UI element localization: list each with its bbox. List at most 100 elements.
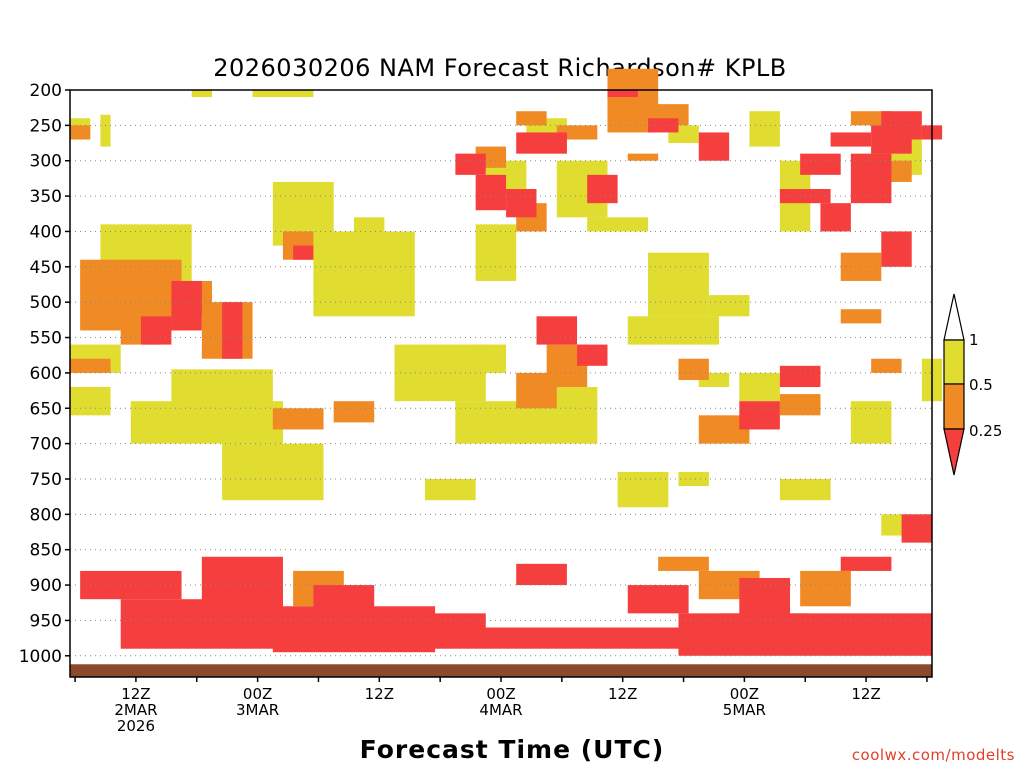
- ytick-label-950: 950: [30, 611, 62, 631]
- ytick-label-350: 350: [30, 187, 62, 207]
- cell-0.5-1: [749, 111, 780, 147]
- cell-below_0.25: [293, 245, 314, 260]
- cell-0.5-1: [779, 478, 831, 501]
- cell-0.5-1: [475, 224, 517, 281]
- xtick-label: 4MAR: [479, 701, 522, 719]
- cell-below_0.25: [678, 613, 932, 656]
- cell-0.5-1: [475, 344, 507, 373]
- chart-title: 2026030206 NAM Forecast Richardson# KPLB: [213, 54, 787, 82]
- cell-below_0.25: [698, 132, 730, 161]
- cell-0.5-1: [850, 401, 892, 444]
- ytick-label-750: 750: [30, 470, 62, 490]
- colorbar-top-triangle: [943, 293, 965, 341]
- cell-0.25-0.5: [779, 394, 821, 416]
- cell-0.5-1: [455, 401, 527, 444]
- xtick-label: 12Z: [608, 685, 637, 703]
- cell-0.25-0.5: [70, 358, 111, 373]
- cell-0.25-0.5: [840, 309, 882, 324]
- cell-below_0.25: [627, 585, 689, 614]
- cell-below_0.25: [850, 153, 892, 204]
- colorbar-label-1: 1: [969, 331, 979, 349]
- pressure-axis: 200 250 300 350 400 450 500 550 600 650 700 750 800 8…: [19, 81, 70, 667]
- cell-below_0.25: [901, 514, 932, 543]
- xtick-label: 12Z: [121, 685, 150, 703]
- cell-below_0.25: [648, 118, 679, 133]
- xtick-label: 3MAR: [236, 701, 279, 719]
- cell-below_0.25: [516, 563, 567, 586]
- ytick-label-850: 850: [30, 541, 62, 561]
- xtick-label: 00Z: [730, 685, 759, 703]
- cell-0.5-1: [424, 478, 476, 501]
- ytick-label-300: 300: [30, 152, 62, 172]
- cell-below_0.25: [516, 132, 567, 154]
- xtick-label: 2MAR: [114, 701, 157, 719]
- ytick-label-550: 550: [30, 329, 62, 349]
- cell-below_0.25: [577, 344, 608, 366]
- cell-0.25-0.5: [516, 372, 557, 409]
- colorbar-label-0.25: 0.25: [969, 422, 1002, 440]
- ytick-label-900: 900: [30, 576, 62, 596]
- ytick-label-250: 250: [30, 116, 62, 136]
- cell-below_0.25: [800, 153, 841, 175]
- cell-0.5-1: [617, 471, 669, 508]
- colorbar-segment-0.5-1: [943, 339, 965, 385]
- colorbar-segment-0.25-0.5: [943, 383, 965, 430]
- xtick-label: 12Z: [851, 685, 880, 703]
- cell-0.25-0.5: [840, 252, 882, 281]
- cell-below_0.25: [424, 627, 689, 649]
- cell-0.25-0.5: [272, 408, 324, 430]
- cell-below_0.25: [881, 231, 912, 267]
- cell-0.25-0.5: [516, 111, 547, 126]
- ytick-label-700: 700: [30, 435, 62, 455]
- cell-0.5-1: [739, 372, 780, 402]
- ytick-label-500: 500: [30, 293, 62, 313]
- cell-0.25-0.5: [871, 358, 902, 373]
- cell-0.5-1: [100, 114, 111, 147]
- cell-0.25-0.5: [333, 401, 375, 423]
- ytick-label-200: 200: [30, 81, 62, 101]
- heatmap-cells: [70, 68, 943, 656]
- cell-below_0.25: [171, 280, 202, 331]
- ytick-label-800: 800: [30, 505, 62, 525]
- cell-0.5-1: [252, 90, 314, 98]
- cell-below_0.25: [506, 189, 537, 218]
- xtick-label: 00Z: [486, 685, 515, 703]
- source-credit: coolwx.com/modelts: [852, 746, 1015, 764]
- colorbar-label-0.5: 0.5: [969, 376, 993, 394]
- ground-surface: [70, 664, 932, 677]
- colorbar-legend: 1 0.5 0.25: [943, 293, 1002, 476]
- xtick-label: 5MAR: [723, 701, 766, 719]
- cell-below_0.25: [830, 132, 872, 147]
- cell-below_0.25: [120, 599, 283, 649]
- cell-0.5-1: [678, 471, 709, 487]
- cell-0.5-1: [627, 316, 720, 345]
- cell-0.5-1: [130, 401, 283, 444]
- ytick-label-450: 450: [30, 258, 62, 278]
- cell-0.25-0.5: [678, 358, 709, 380]
- xtick-label: 00Z: [243, 685, 272, 703]
- cell-0.5-1: [191, 90, 212, 98]
- cell-below_0.25: [475, 174, 507, 211]
- cell-below_0.25: [272, 606, 436, 653]
- cell-0.5-1: [70, 387, 111, 416]
- cell-below_0.25: [779, 365, 821, 388]
- cell-0.5-1: [587, 217, 649, 232]
- ytick-label-600: 600: [30, 364, 62, 384]
- cell-below_0.25: [455, 153, 486, 175]
- cell-0.5-1: [648, 252, 709, 317]
- colorbar-bottom-triangle: [943, 428, 965, 476]
- cell-below_0.25: [140, 316, 172, 345]
- cell-0.5-1: [222, 443, 324, 501]
- cell-below_0.25: [739, 401, 780, 430]
- xtick-label: 2026: [117, 717, 155, 735]
- cell-0.25-0.5: [800, 570, 851, 607]
- cell-below_0.25: [820, 203, 851, 232]
- ytick-label-400: 400: [30, 222, 62, 242]
- ytick-label-650: 650: [30, 399, 62, 419]
- cell-0.25-0.5: [658, 556, 709, 571]
- cell-0.25-0.5: [627, 153, 659, 161]
- cell-below_0.25: [607, 90, 638, 98]
- x-axis-label: Forecast Time (UTC): [360, 735, 665, 764]
